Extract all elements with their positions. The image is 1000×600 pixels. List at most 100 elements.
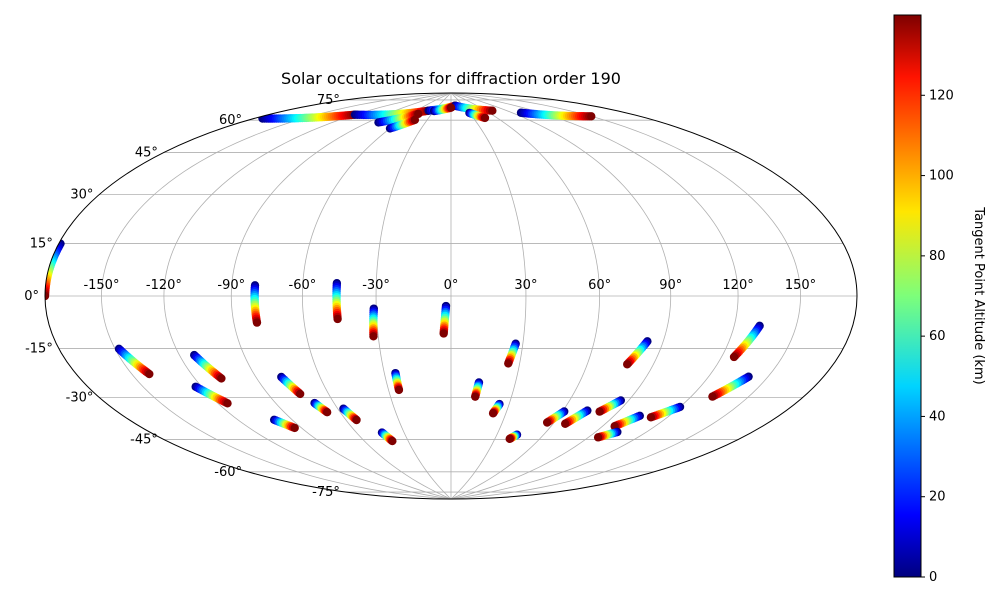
latitude-tick-label: 45° [135, 145, 158, 160]
data-point [595, 407, 604, 416]
data-point [488, 409, 498, 418]
colorbar: 0 20 40 60 80 100 120 Tangent Point Altitude (… [893, 14, 986, 585]
latitude-tick-label: 75° [317, 93, 340, 108]
data-point [587, 112, 596, 121]
occultation-track [250, 281, 262, 327]
latitude-tick-label: -60° [214, 465, 242, 480]
longitude-tick-label: 60° [588, 278, 611, 293]
longitude-tick-label: -120° [146, 278, 182, 293]
occultation-track [114, 344, 154, 379]
longitude-gridline [301, 93, 452, 499]
longitude-tick-label: 120° [722, 278, 753, 293]
data-point [352, 415, 361, 425]
data-point [290, 423, 299, 433]
longitude-tick-label: 30° [514, 278, 537, 293]
chart-title: Solar occultations for diffraction order… [281, 69, 621, 88]
map-grid [45, 93, 857, 499]
occultation-track [332, 279, 342, 324]
longitude-tick-label: -90° [217, 278, 245, 293]
data-point [480, 113, 490, 123]
longitude-tick-label: 0° [444, 278, 459, 293]
latitude-tick-label: 60° [219, 113, 242, 128]
data-point [593, 433, 603, 442]
data-point [322, 408, 332, 417]
data-point [223, 399, 232, 408]
longitude-gridline [450, 93, 527, 499]
occultation-track [595, 396, 626, 416]
data-point [388, 436, 397, 446]
occultation-track [258, 110, 360, 123]
colorbar-tick-label: 40 [929, 409, 946, 424]
longitude-gridline [450, 93, 801, 499]
latitude-tick-label: 15° [30, 236, 53, 251]
data-point [45, 291, 50, 301]
latitude-tick-label: -30° [66, 391, 94, 406]
data-point [471, 392, 480, 401]
longitude-tick-label: 90° [659, 278, 682, 293]
colorbar-ticks: 0 20 40 60 80 100 120 [921, 88, 954, 585]
latitude-tick-label: -45° [130, 433, 158, 448]
data-point [561, 419, 570, 428]
occultation-track [516, 108, 596, 121]
occultation-track [385, 115, 420, 133]
occultation-track [277, 372, 305, 399]
longitude-tick-labels: -150° -120° -90° -60° -30° 0° 30° 60° 90° 120° 150… [83, 278, 816, 293]
longitude-gridline [450, 93, 739, 499]
data-point [333, 314, 342, 324]
longitude-gridline [101, 93, 452, 499]
occultation-track [646, 402, 685, 422]
occultation-track [439, 301, 451, 338]
map-points [45, 101, 764, 446]
occultation-track [190, 350, 226, 383]
occultation-track [269, 415, 299, 433]
longitude-gridline [450, 93, 672, 499]
data-point [252, 318, 262, 327]
longitude-tick-label: -60° [289, 278, 317, 293]
latitude-tick-label: -75° [312, 485, 340, 500]
occultation-track [471, 378, 484, 401]
occultation-track [391, 368, 404, 395]
colorbar-tick-label: 120 [929, 88, 954, 103]
data-point [446, 103, 456, 112]
occultation-track [542, 407, 569, 427]
occultation-track [369, 304, 378, 341]
data-point [217, 374, 226, 383]
occultation-track [708, 372, 753, 401]
data-point [505, 434, 514, 444]
occultation-track [561, 406, 592, 428]
colorbar-gradient [893, 14, 922, 578]
data-point [295, 389, 305, 399]
occultation-track [488, 399, 504, 418]
occultation-track [610, 411, 645, 431]
colorbar-tick-label: 80 [929, 249, 946, 264]
occultation-track [191, 382, 232, 408]
occultation-track [465, 108, 490, 123]
occultation-track [729, 321, 764, 362]
longitude-gridline [230, 93, 452, 499]
data-point [410, 115, 420, 125]
latitude-tick-labels: 75° 60° 45° 30° 15° 0° -15° -30° -45° -60° -75° [24, 93, 340, 500]
latitude-tick-label: 0° [24, 289, 39, 304]
data-point [646, 413, 656, 422]
data-point [623, 360, 632, 369]
occultation-track [505, 430, 522, 444]
longitude-tick-label: -150° [83, 278, 119, 293]
longitude-tick-label: -30° [362, 278, 390, 293]
latitude-tick-label: -15° [25, 342, 53, 357]
data-point [439, 329, 448, 338]
occultation-track [339, 404, 361, 425]
colorbar-tick-label: 100 [929, 169, 954, 184]
data-point [729, 352, 739, 362]
colorbar-tick-label: 20 [929, 490, 946, 505]
data-point [488, 106, 497, 115]
occultation-track [504, 339, 520, 368]
latitude-tick-label: 30° [70, 188, 93, 203]
colorbar-tick-label: 60 [929, 329, 946, 344]
data-point [145, 369, 154, 379]
data-point [504, 359, 513, 368]
colorbar-label: Tangent Point Altitude (km) [971, 206, 986, 384]
map-boundary [44, 92, 858, 500]
longitude-tick-label: 150° [785, 278, 816, 293]
longitude-gridline [375, 93, 452, 499]
